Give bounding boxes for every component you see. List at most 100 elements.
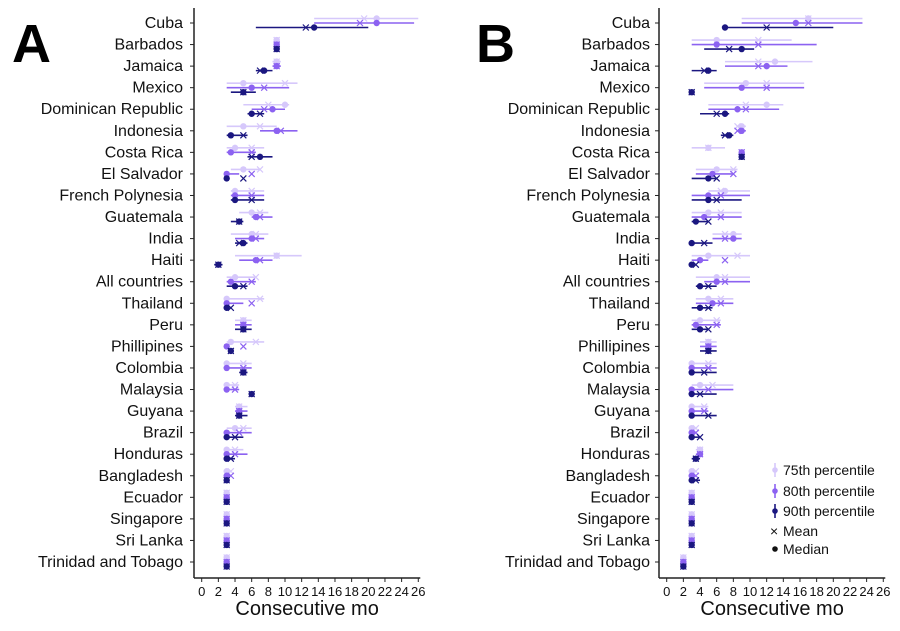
p75-median-marker — [223, 532, 230, 540]
p80-median-marker — [240, 321, 247, 329]
p80-mean-marker — [721, 256, 729, 264]
p75-median-marker — [742, 79, 750, 87]
p90-median-marker — [310, 24, 318, 31]
country-label: Jamaica — [123, 58, 183, 75]
country-label: Ecuador — [590, 489, 650, 506]
x-tick-label: 2 — [215, 584, 222, 599]
panel-a-letter: A — [12, 14, 51, 74]
p80-mean-marker — [763, 84, 771, 92]
p80-median-marker — [223, 170, 230, 178]
p90-median-marker — [705, 347, 712, 355]
x-tick-label: 26 — [411, 584, 425, 599]
country-label: Indonesia — [114, 123, 183, 140]
p80-median-marker — [227, 149, 235, 156]
p75-median-marker — [696, 446, 704, 453]
p90-median-marker — [705, 67, 712, 74]
p75-median-marker — [696, 381, 704, 389]
p80-median-marker — [223, 472, 230, 479]
p90-median-marker — [688, 261, 695, 268]
country-label: Honduras — [114, 446, 183, 463]
p90-median-marker — [223, 433, 230, 441]
legend: 75th percentile 80th percentile 90th perce… — [770, 462, 875, 557]
p80-mean-marker — [742, 105, 750, 113]
p90-median-marker — [260, 67, 268, 74]
p80-mean-marker — [754, 62, 762, 70]
p80-mean-marker — [804, 19, 812, 27]
p80-median-marker — [223, 364, 230, 372]
p90-mean-marker — [231, 433, 239, 441]
p90-median-marker — [721, 24, 729, 31]
p90-median-marker — [223, 498, 230, 506]
p90-mean-marker — [704, 282, 712, 290]
p75-legend-dot — [772, 467, 778, 473]
p75-median-marker — [231, 187, 239, 195]
country-label: Guatemala — [572, 209, 650, 226]
country-label: Trinidad and Tobago — [505, 554, 650, 571]
country-label: Thailand — [589, 295, 650, 312]
legend-label: 80th percentile — [783, 483, 875, 499]
country-label: Dominican Republic — [508, 101, 650, 118]
country-label: Mexico — [599, 80, 650, 97]
p80-mean-marker — [713, 321, 721, 329]
country-label: Peru — [149, 317, 183, 334]
p90-median-marker — [227, 347, 235, 355]
p80-mean-marker — [260, 84, 268, 92]
mean-legend-marker: × — [770, 523, 778, 539]
legend-label: 90th percentile — [783, 503, 875, 519]
p90-legend-dot — [772, 508, 778, 514]
p80-legend-dot — [772, 488, 778, 494]
p80-median-marker — [688, 407, 695, 415]
p75-median-marker — [705, 209, 712, 216]
p80-mean-marker — [239, 342, 247, 350]
p80-median-marker — [223, 558, 230, 566]
country-label: Brazil — [143, 425, 183, 442]
p80-median-marker — [248, 84, 255, 91]
p80-median-marker — [223, 515, 230, 523]
p75-mean-marker — [256, 165, 264, 173]
p80-mean-marker — [721, 235, 729, 243]
p90-median-marker — [223, 477, 230, 484]
p75-median-marker — [705, 338, 712, 346]
country-label: Bangladesh — [98, 468, 183, 485]
p90-mean-marker — [713, 110, 721, 118]
p80-mean-marker — [717, 213, 725, 221]
country-label: Singapore — [110, 511, 183, 528]
p80-median-marker — [705, 192, 712, 199]
p80-median-marker — [738, 84, 745, 91]
p90-median-marker — [223, 541, 230, 549]
p75-median-marker — [223, 489, 230, 497]
p90-median-marker — [696, 304, 704, 311]
p75-median-marker — [273, 36, 280, 44]
p75-median-marker — [771, 58, 779, 65]
country-label: Guyana — [594, 403, 650, 420]
p80-median-marker — [730, 235, 737, 242]
country-label: Barbados — [582, 37, 651, 54]
p80-median-marker — [713, 41, 720, 48]
country-label: Phillipines — [111, 338, 183, 355]
country-label: Malaysia — [120, 382, 183, 399]
country-label: Singapore — [577, 511, 650, 528]
x-tick-label: 0 — [198, 584, 205, 599]
x-tick-label: 8 — [265, 584, 272, 599]
x-tick-label: 6 — [248, 584, 255, 599]
p80-mean-marker — [704, 386, 712, 393]
p90-median-marker — [688, 239, 695, 247]
p75-median-marker — [240, 317, 247, 324]
country-label: Costa Rica — [105, 144, 183, 161]
p80-mean-marker — [721, 278, 729, 286]
mean-legend-label: Mean — [783, 523, 818, 539]
p75-median-marker — [688, 532, 695, 540]
p90-median-marker — [688, 498, 695, 506]
p80-median-marker — [223, 537, 230, 544]
x-tick-label: 16 — [793, 584, 807, 599]
p80-mean-marker — [729, 170, 737, 178]
p75-median-marker — [688, 511, 695, 518]
p80-mean-marker — [248, 170, 256, 178]
p90-median-marker — [705, 196, 712, 204]
country-label: Barbados — [115, 37, 184, 54]
p90-median-marker — [680, 563, 687, 570]
p75-median-marker — [223, 511, 230, 518]
p90-median-marker — [688, 88, 695, 96]
p90-median-marker — [223, 455, 230, 462]
country-label: Guyana — [127, 403, 183, 420]
